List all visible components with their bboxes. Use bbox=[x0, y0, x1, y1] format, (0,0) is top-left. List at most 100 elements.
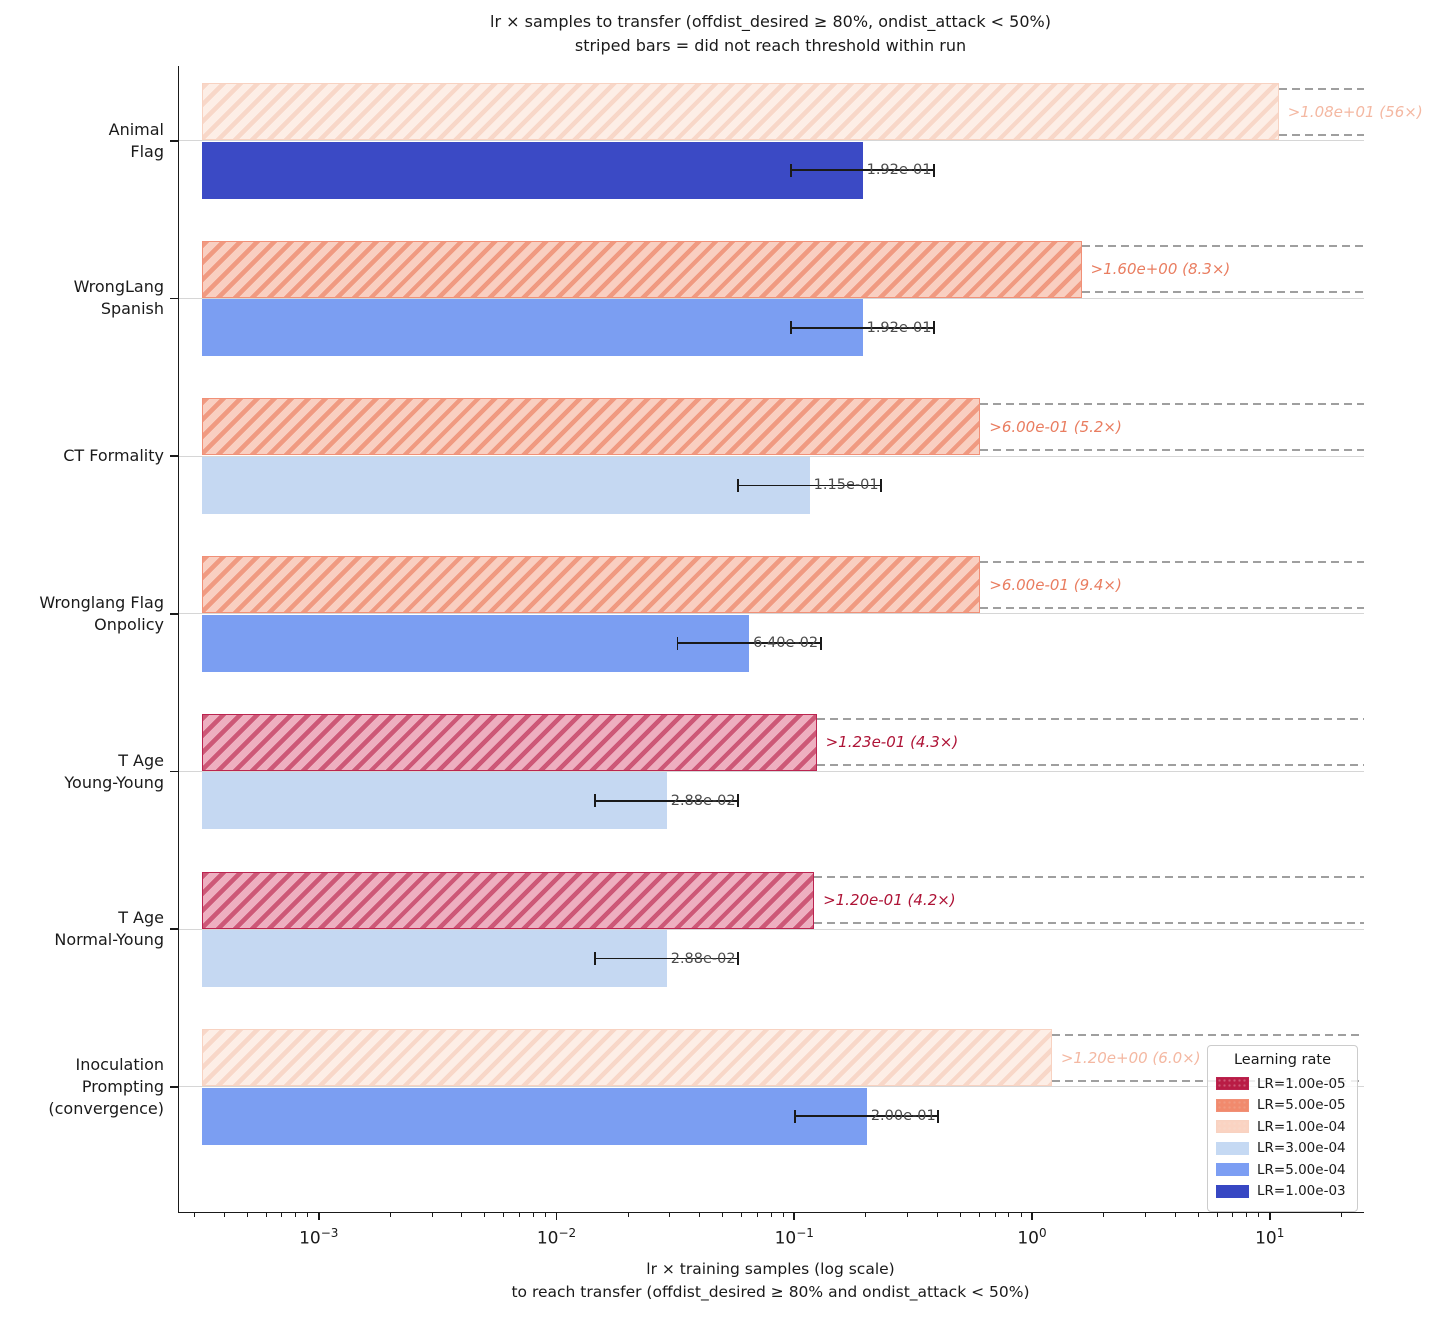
bar-reached-1 bbox=[202, 299, 863, 357]
y-category-label-line: Onpolicy bbox=[94, 614, 164, 634]
y-category-label-line: WrongLang bbox=[73, 277, 164, 297]
y-category-label-6: Inoculation Prompting (convergence) bbox=[2, 1054, 164, 1120]
censored-dashed-line-top bbox=[1081, 245, 1364, 248]
censored-value-label: >1.23e-01 (4.3×) bbox=[825, 733, 959, 752]
y-category-label-0: Animal Flag bbox=[2, 119, 164, 163]
legend-title: Learning rate bbox=[1233, 1052, 1331, 1068]
x-tick-minor bbox=[756, 1212, 758, 1217]
x-tick-minor bbox=[1197, 1212, 1199, 1217]
x-tick-exponent: −1 bbox=[796, 1226, 814, 1240]
censored-dashed-line-bottom bbox=[816, 764, 1364, 767]
error-bar bbox=[791, 326, 935, 329]
y-tick bbox=[170, 139, 178, 142]
x-tick-minor bbox=[461, 1212, 463, 1217]
gridline bbox=[179, 771, 1364, 773]
error-bar bbox=[738, 484, 882, 487]
x-tick-base: 10 bbox=[1017, 1228, 1039, 1249]
bar-censored-4 bbox=[202, 713, 817, 771]
x-axis-title-line2: to reach transfer (offdist_desired ≥ 80%… bbox=[511, 1283, 1030, 1301]
error-bar-cap-left bbox=[737, 478, 739, 492]
x-tick-minor bbox=[1340, 1212, 1342, 1217]
y-tick bbox=[170, 613, 178, 615]
y-category-label-2: CT Formality bbox=[2, 445, 164, 467]
error-bar-cap-left bbox=[594, 952, 597, 965]
x-tick-minor bbox=[1258, 1212, 1260, 1217]
bar-censored-6 bbox=[202, 1029, 1052, 1087]
x-tick-minor bbox=[907, 1212, 909, 1217]
error-bar-cap-left bbox=[794, 1109, 797, 1123]
x-tick-major bbox=[1268, 1212, 1271, 1220]
censored-dashed-line-bottom bbox=[814, 922, 1364, 924]
x-tick-minor bbox=[722, 1212, 724, 1217]
censored-value-label: >6.00e-01 (5.2×) bbox=[989, 417, 1122, 436]
censored-value-label: >1.60e+00 (8.3×) bbox=[1090, 260, 1231, 279]
bar-reached-4 bbox=[202, 772, 667, 830]
legend-swatch bbox=[1216, 1184, 1249, 1198]
x-tick-minor bbox=[281, 1212, 283, 1217]
x-tick-minor bbox=[627, 1212, 629, 1217]
x-tick-minor bbox=[519, 1212, 521, 1217]
x-tick-minor bbox=[1246, 1212, 1248, 1217]
legend-row: LR=1.00e-03 bbox=[1216, 1181, 1349, 1203]
legend-rows: LR=1.00e-05 LR=5.00e-05 LR=1.00e-04 LR=3.00… bbox=[1216, 1073, 1349, 1202]
censored-dashed-line-top bbox=[814, 876, 1364, 878]
legend-entry-label: LR=1.00e-04 bbox=[1257, 1118, 1346, 1135]
y-category-label-line: Wronglang Flag bbox=[39, 592, 164, 612]
bar-censored-1 bbox=[202, 240, 1082, 298]
x-tick-minor bbox=[307, 1212, 309, 1217]
x-tick-minor bbox=[994, 1212, 996, 1217]
x-tick-minor bbox=[669, 1212, 671, 1217]
chart-title-line1: lr × samples to transfer (offdist_desire… bbox=[490, 12, 1051, 31]
gridline bbox=[179, 455, 1364, 457]
x-tick-minor bbox=[1008, 1212, 1010, 1217]
censored-dashed-line-top bbox=[980, 402, 1364, 405]
y-category-label-line: Inoculation bbox=[75, 1054, 164, 1074]
legend-swatch bbox=[1216, 1163, 1249, 1177]
error-bar-cap-right bbox=[737, 952, 740, 965]
reached-value-label: 1.92e-01 bbox=[866, 162, 932, 178]
legend-entry-label: LR=1.00e-05 bbox=[1257, 1075, 1346, 1092]
x-tick-minor bbox=[503, 1212, 505, 1217]
x-tick-base: 10 bbox=[774, 1228, 797, 1249]
y-category-label-line: (convergence) bbox=[48, 1098, 164, 1118]
x-tick-minor bbox=[978, 1212, 980, 1217]
x-tick-minor bbox=[936, 1212, 938, 1217]
legend-row: LR=5.00e-04 bbox=[1216, 1159, 1349, 1181]
y-category-label-line: Normal-Young bbox=[54, 930, 164, 950]
y-tick bbox=[170, 455, 178, 457]
error-bar-cap-left bbox=[790, 321, 792, 335]
x-tick-minor bbox=[265, 1212, 267, 1217]
legend-swatch bbox=[1216, 1141, 1249, 1155]
x-tick-minor bbox=[741, 1212, 742, 1217]
y-category-label-3: Wronglang Flag Onpolicy bbox=[2, 592, 164, 636]
reached-value-label: 2.88e-02 bbox=[670, 950, 736, 967]
plot-area: >1.08e+01 (56×) 1.92e-01 >1.60e+00 (8.3×) 1… bbox=[178, 66, 1423, 1213]
censored-dashed-line-bottom bbox=[1081, 291, 1364, 294]
x-tick-minor bbox=[1232, 1212, 1234, 1217]
gridline bbox=[179, 140, 1364, 142]
reached-value-label: 1.15e-01 bbox=[813, 477, 879, 494]
chart-title: lr × samples to transfer (offdist_desire… bbox=[178, 10, 1363, 58]
chart-title-line2: striped bars = did not reach threshold w… bbox=[574, 36, 967, 55]
bar-reached-5 bbox=[202, 930, 667, 987]
x-tick-minor bbox=[545, 1212, 547, 1217]
error-bar-cap-right bbox=[933, 163, 936, 177]
y-category-label-line: Animal bbox=[108, 119, 164, 139]
bar-reached-2 bbox=[202, 456, 810, 514]
error-bar-cap-right bbox=[737, 794, 740, 808]
censored-value-label: >1.20e+00 (6.0×) bbox=[1060, 1048, 1201, 1067]
error-bar-cap-left bbox=[676, 636, 679, 650]
x-tick-minor bbox=[484, 1212, 486, 1217]
legend-entry-label: LR=1.00e-03 bbox=[1257, 1183, 1346, 1200]
y-category-label-line: Spanish bbox=[100, 299, 164, 319]
x-tick-minor bbox=[959, 1212, 961, 1217]
gridline bbox=[179, 613, 1364, 615]
error-bar bbox=[795, 1115, 939, 1118]
censored-value-label: >1.20e-01 (4.2×) bbox=[823, 891, 956, 909]
legend-swatch bbox=[1216, 1120, 1249, 1134]
censored-dashed-line-bottom bbox=[980, 606, 1364, 609]
legend-row: LR=3.00e-04 bbox=[1216, 1138, 1349, 1160]
legend-row: LR=1.00e-04 bbox=[1216, 1116, 1349, 1138]
y-tick bbox=[170, 1086, 178, 1088]
bar-censored-3 bbox=[202, 556, 981, 614]
